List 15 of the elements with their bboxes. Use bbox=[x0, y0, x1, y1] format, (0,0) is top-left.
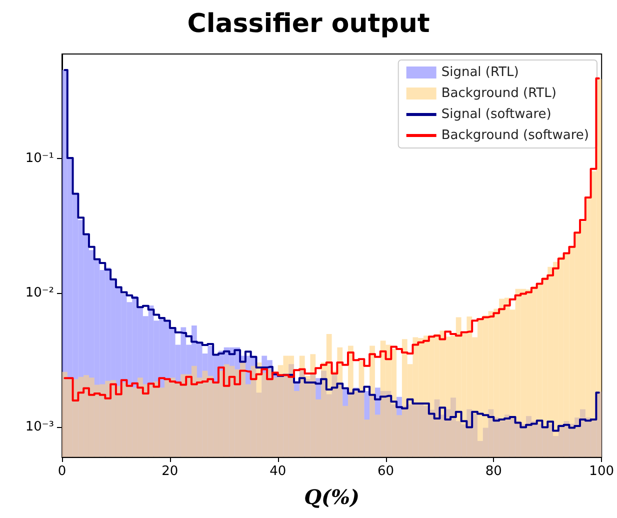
x-tick-label: 20 bbox=[162, 464, 178, 479]
chart-title: Classifier output bbox=[187, 9, 430, 39]
legend-label: Signal (software) bbox=[441, 107, 552, 122]
y-tick-label: 10⁻³ bbox=[25, 420, 54, 435]
legend-label: Background (RTL) bbox=[441, 86, 556, 101]
x-axis-title: Q(%) bbox=[304, 485, 360, 509]
x-tick-label: 40 bbox=[270, 464, 286, 479]
y-tick-label: 10⁻¹ bbox=[25, 151, 54, 166]
legend-label: Background (software) bbox=[441, 128, 590, 143]
y-tick-label: 10⁻² bbox=[25, 285, 54, 300]
x-tick-label: 0 bbox=[58, 464, 66, 479]
legend-label: Signal (RTL) bbox=[441, 65, 519, 80]
x-tick-label: 60 bbox=[377, 464, 394, 479]
x-tick-label: 80 bbox=[485, 464, 502, 479]
x-tick-label: 100 bbox=[589, 464, 614, 479]
